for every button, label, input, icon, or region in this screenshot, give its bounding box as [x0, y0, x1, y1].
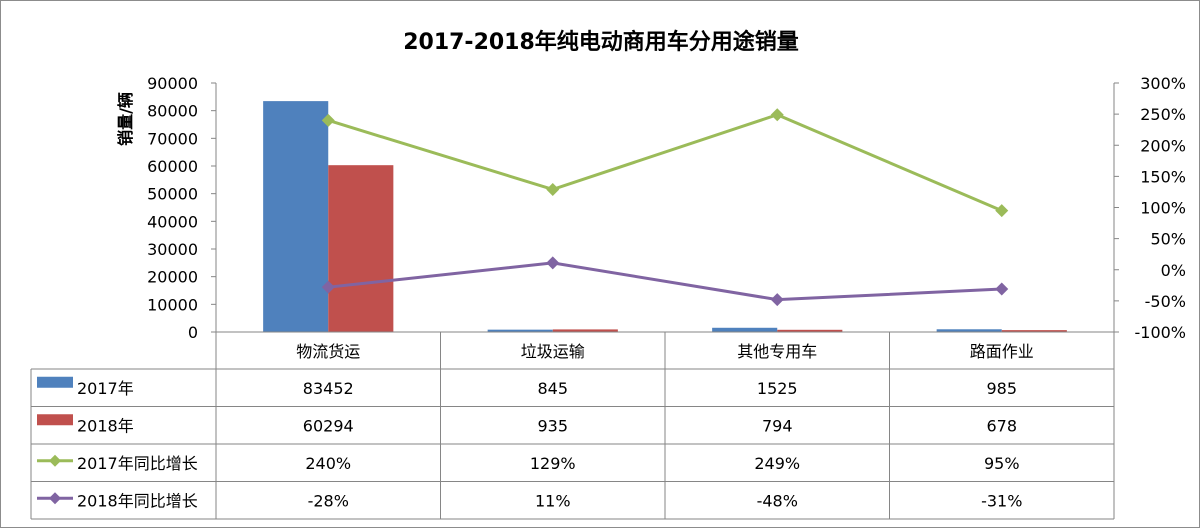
legend-label: 2018年同比增长 [77, 491, 198, 510]
line-point-marker [546, 182, 560, 196]
bar [328, 165, 394, 332]
y-tick-label: 70000 [147, 129, 198, 148]
legend-key [37, 376, 73, 388]
legend-key-marker [49, 492, 61, 505]
data-label: -28% [308, 491, 349, 510]
y-tick-label: 10000 [147, 295, 198, 314]
data-label: 95% [984, 454, 1020, 473]
data-label: 249% [754, 454, 800, 473]
y-tick-label: 0 [188, 323, 198, 342]
y-tick-label: 80000 [147, 102, 198, 121]
bar [263, 101, 329, 332]
y-tick-label: 90000 [147, 74, 198, 93]
line-point-marker [770, 108, 784, 122]
data-label: 11% [535, 491, 571, 510]
data-label: 985 [986, 379, 1017, 398]
data-label: 83452 [303, 379, 354, 398]
data-label: 794 [762, 416, 793, 435]
data-label: 678 [986, 416, 1017, 435]
y2-tick-label: 200% [1140, 136, 1186, 155]
y-tick-label: 40000 [147, 212, 198, 231]
chart-title: 2017-2018年纯电动商用车分用途销量 [403, 29, 799, 55]
series-line [328, 261, 1002, 302]
bar [1001, 330, 1067, 332]
y2-tick-label: 300% [1140, 74, 1186, 93]
line-point-marker [321, 280, 335, 294]
bar [936, 329, 1002, 332]
y-axis-label: 销量/辆 [116, 92, 135, 146]
series-line [327, 113, 1003, 212]
legend-key-marker [49, 454, 61, 467]
line-point-marker [995, 282, 1009, 296]
bar [552, 329, 618, 332]
y2-tick-label: 0% [1161, 261, 1186, 280]
data-label: -31% [981, 491, 1022, 510]
bar [712, 327, 778, 332]
line-point-marker [995, 204, 1009, 218]
data-label: 60294 [303, 416, 354, 435]
data-label: 845 [537, 379, 568, 398]
legend-key [37, 414, 73, 426]
line-point-marker [770, 293, 784, 307]
line-point-marker [546, 256, 560, 270]
data-label: 1525 [757, 379, 798, 398]
data-label: 240% [305, 454, 351, 473]
y2-tick-label: -50% [1145, 292, 1186, 311]
line-point-marker [321, 113, 335, 127]
data-label: -48% [757, 491, 798, 510]
x-category-label: 物流货运 [296, 342, 360, 361]
legend-label: 2017年 [77, 379, 134, 398]
x-category-label: 其他专用车 [737, 342, 817, 361]
legend-label: 2018年 [77, 416, 134, 435]
y2-tick-label: -100% [1134, 323, 1186, 342]
legend-label: 2017年同比增长 [77, 454, 198, 473]
y2-tick-label: 50% [1150, 230, 1186, 249]
data-label: 129% [530, 454, 576, 473]
y2-tick-label: 100% [1140, 199, 1186, 218]
x-category-label: 路面作业 [970, 342, 1034, 361]
y-tick-label: 20000 [147, 268, 198, 287]
y2-tick-label: 150% [1140, 167, 1186, 186]
y-tick-label: 30000 [147, 240, 198, 259]
y-tick-label: 50000 [147, 185, 198, 204]
bar [777, 329, 843, 332]
y-tick-label: 60000 [147, 157, 198, 176]
y2-tick-label: 250% [1140, 105, 1186, 124]
bar [487, 329, 553, 332]
x-category-label: 垃圾运输 [521, 342, 585, 361]
data-label: 935 [537, 416, 568, 435]
